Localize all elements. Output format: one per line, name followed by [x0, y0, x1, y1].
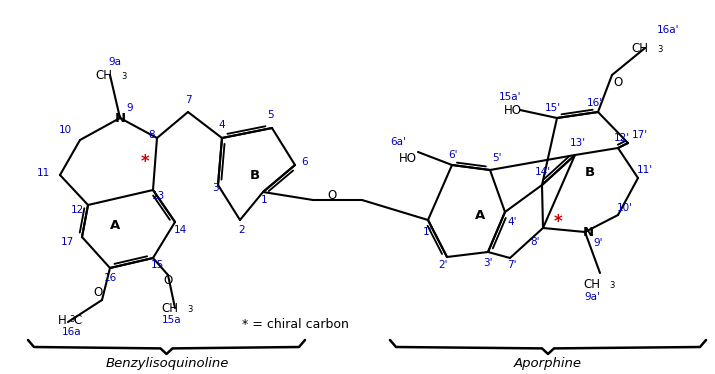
Text: 6a': 6a' — [390, 137, 406, 147]
Text: 2': 2' — [438, 260, 448, 270]
Text: 16: 16 — [104, 273, 117, 283]
Text: 1': 1' — [423, 227, 433, 237]
Text: * = chiral carbon: * = chiral carbon — [242, 319, 348, 331]
Text: 14': 14' — [535, 167, 551, 177]
Text: 5': 5' — [492, 153, 502, 163]
Text: B: B — [250, 169, 260, 181]
Text: Benzylisoquinoline: Benzylisoquinoline — [105, 356, 229, 370]
Text: O: O — [163, 273, 172, 286]
Text: 3: 3 — [121, 71, 127, 80]
Text: 9a': 9a' — [584, 292, 600, 302]
Text: 9: 9 — [127, 103, 133, 113]
Text: A: A — [475, 208, 485, 221]
Text: CH: CH — [95, 68, 112, 82]
Text: 3: 3 — [69, 316, 74, 325]
Text: 15a': 15a' — [499, 92, 521, 102]
Text: 8: 8 — [149, 130, 155, 140]
Text: HO: HO — [504, 104, 522, 116]
Text: 12': 12' — [614, 133, 630, 143]
Text: 11: 11 — [36, 168, 49, 178]
Text: A: A — [110, 218, 120, 232]
Text: 4: 4 — [219, 120, 225, 130]
Text: B: B — [585, 166, 595, 178]
Text: 9': 9' — [593, 238, 603, 248]
Text: 15: 15 — [150, 260, 164, 270]
Text: 13': 13' — [570, 138, 586, 148]
Text: 5: 5 — [267, 110, 273, 120]
Text: *: * — [553, 213, 562, 231]
Text: 7: 7 — [184, 95, 192, 105]
Text: 4': 4' — [507, 217, 517, 227]
Text: 12: 12 — [70, 205, 84, 215]
Text: 11': 11' — [637, 165, 653, 175]
Text: C: C — [73, 313, 81, 327]
Text: 17: 17 — [60, 237, 74, 247]
Text: N: N — [114, 111, 126, 125]
Text: 3': 3' — [483, 258, 493, 268]
Text: CH: CH — [631, 42, 648, 55]
Text: 6: 6 — [302, 157, 308, 167]
Text: 15': 15' — [545, 103, 561, 113]
Text: 16': 16' — [587, 98, 603, 108]
Text: O: O — [94, 286, 103, 300]
Text: 1: 1 — [261, 195, 267, 205]
Text: *: * — [141, 153, 149, 171]
Text: 13: 13 — [152, 191, 164, 201]
Text: Aporphine: Aporphine — [514, 356, 582, 370]
Text: H: H — [58, 313, 66, 327]
Text: O: O — [327, 188, 337, 202]
Text: 16a: 16a — [62, 327, 82, 337]
Text: 6': 6' — [448, 150, 458, 160]
Text: N: N — [583, 226, 593, 239]
Text: 16a': 16a' — [657, 25, 679, 35]
Text: 7': 7' — [507, 260, 517, 270]
Text: 3: 3 — [187, 304, 192, 313]
Text: HO: HO — [399, 151, 417, 165]
Text: 10': 10' — [617, 203, 633, 213]
Text: O: O — [613, 76, 623, 89]
Text: 14: 14 — [173, 225, 187, 235]
Text: 8': 8' — [531, 237, 540, 247]
Text: 9a: 9a — [109, 57, 122, 67]
Text: 3: 3 — [212, 183, 218, 193]
Text: 3: 3 — [609, 282, 614, 291]
Text: 10: 10 — [59, 125, 72, 135]
Text: CH: CH — [161, 301, 178, 315]
Text: CH: CH — [583, 279, 600, 291]
Text: 3: 3 — [657, 45, 662, 53]
Text: 17': 17' — [632, 130, 648, 140]
Text: 2: 2 — [239, 225, 245, 235]
Text: 15a: 15a — [162, 315, 182, 325]
